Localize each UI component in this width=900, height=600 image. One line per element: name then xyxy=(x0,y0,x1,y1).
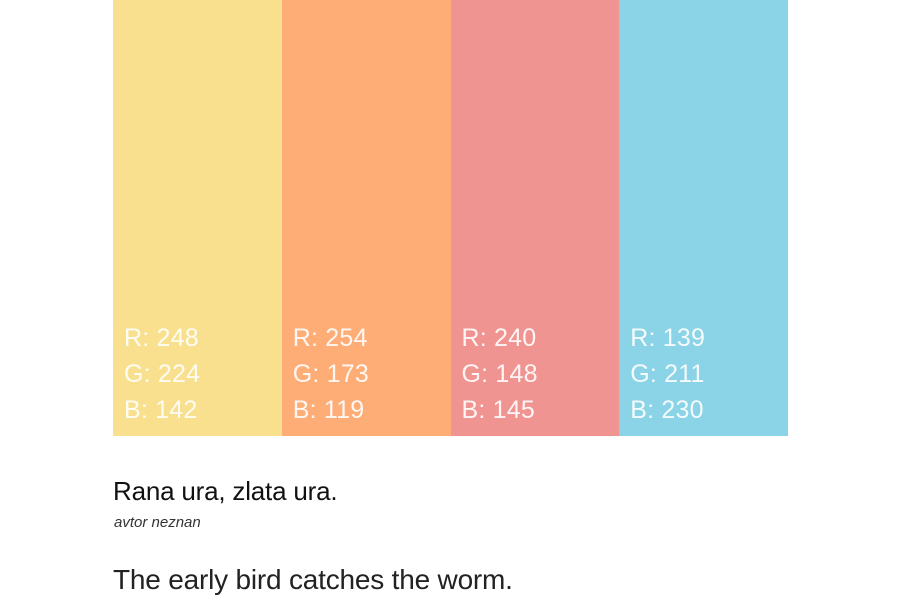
swatch-yellow: R: 248 G: 224 B: 142 xyxy=(113,0,282,436)
green-value: G: 148 xyxy=(461,360,538,388)
red-value: R: 248 xyxy=(124,324,199,352)
red-value: R: 240 xyxy=(461,324,537,352)
rgb-values: R: 240 G: 148 B: 145 xyxy=(462,320,538,428)
color-palette: R: 248 G: 224 B: 142 R: 254 G: 173 B: 11… xyxy=(113,0,788,436)
red-value: R: 139 xyxy=(630,324,706,352)
rgb-values: R: 248 G: 224 B: 142 xyxy=(124,320,200,428)
green-value: G: 224 xyxy=(124,360,201,388)
quote-translation: The early bird catches the worm. xyxy=(113,564,513,595)
blue-value: B: 142 xyxy=(124,396,198,424)
quote-author: avtor neznan xyxy=(114,514,201,531)
rgb-values: R: 254 G: 173 B: 119 xyxy=(293,320,369,428)
red-value: R: 254 xyxy=(292,324,368,352)
swatch-blue: R: 139 G: 211 B: 230 xyxy=(619,0,788,436)
quote-text: Rana ura, zlata ura. xyxy=(113,476,338,506)
blue-value: B: 119 xyxy=(292,396,365,424)
swatch-orange: R: 254 G: 173 B: 119 xyxy=(281,0,451,436)
green-value: G: 173 xyxy=(292,360,369,388)
swatch-salmon: R: 240 G: 148 B: 145 xyxy=(450,0,620,436)
blue-value: B: 145 xyxy=(461,396,535,424)
blue-value: B: 230 xyxy=(630,396,704,424)
green-value: G: 211 xyxy=(630,360,705,388)
rgb-values: R: 139 G: 211 B: 230 xyxy=(630,320,705,428)
